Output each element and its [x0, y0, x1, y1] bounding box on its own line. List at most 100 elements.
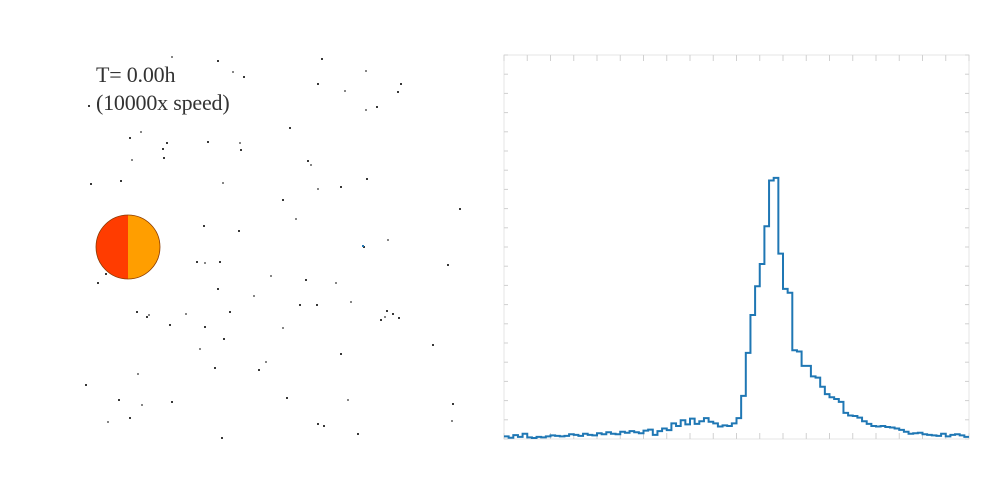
particle — [214, 367, 216, 369]
particle — [317, 83, 319, 85]
particle — [107, 421, 109, 423]
particle — [265, 361, 267, 363]
particle — [347, 399, 349, 401]
particle — [397, 91, 399, 93]
particle — [350, 301, 352, 303]
particle — [185, 313, 187, 315]
particle — [169, 324, 171, 326]
particle — [141, 404, 143, 406]
particle — [295, 218, 297, 220]
particle — [243, 76, 245, 78]
particle — [105, 273, 107, 275]
particle — [366, 178, 368, 180]
particle — [221, 437, 223, 439]
particle — [232, 71, 234, 73]
particle — [148, 314, 150, 316]
particle — [270, 275, 272, 277]
particle — [118, 399, 120, 401]
time-label: T= 0.00h — [96, 62, 176, 87]
particle — [238, 230, 240, 232]
particle — [120, 180, 122, 182]
particle — [452, 403, 454, 405]
particle — [321, 58, 323, 60]
particle — [305, 279, 307, 281]
particle — [289, 127, 291, 129]
particle — [239, 142, 241, 144]
star-outline — [95, 214, 161, 280]
particle — [136, 311, 138, 313]
particle — [386, 310, 388, 312]
particles-layer — [85, 56, 461, 439]
particle — [129, 137, 131, 139]
particle — [400, 83, 402, 85]
particle — [162, 148, 164, 150]
particle — [217, 60, 219, 62]
particle — [387, 239, 389, 241]
particle — [204, 262, 206, 264]
particle — [146, 316, 148, 318]
particle — [203, 225, 205, 227]
particle — [204, 326, 206, 328]
particle — [88, 105, 90, 107]
particle — [207, 141, 209, 143]
simulation-panel: T= 0.00h (10000x speed) — [85, 56, 461, 439]
particle — [222, 182, 224, 184]
particle — [199, 348, 201, 350]
particle — [129, 417, 131, 419]
histogram-chart — [503, 54, 970, 440]
histogram-panel — [500, 0, 1000, 500]
axis-ticks — [503, 54, 970, 440]
particle — [365, 70, 367, 72]
particle — [240, 149, 242, 151]
particle — [451, 420, 453, 422]
particle — [219, 261, 221, 263]
particle — [376, 106, 378, 108]
particle — [282, 199, 284, 201]
particle — [340, 353, 342, 355]
particle — [459, 208, 461, 210]
particle — [166, 142, 168, 144]
particle — [380, 319, 382, 321]
plot-area-frame — [503, 54, 970, 440]
particle — [384, 316, 386, 318]
particle — [310, 164, 312, 166]
particle — [171, 401, 173, 403]
particle — [299, 304, 301, 306]
particle — [317, 423, 319, 425]
star-right-half — [128, 215, 160, 279]
particle — [171, 56, 173, 58]
particle — [97, 282, 99, 284]
particle — [217, 288, 219, 290]
star-left-half — [96, 215, 128, 279]
particle — [131, 159, 133, 161]
particle — [335, 282, 337, 284]
particle — [282, 327, 284, 329]
particle — [140, 131, 142, 133]
particle — [357, 433, 359, 435]
speed-label: (10000x speed) — [96, 90, 230, 115]
particle — [307, 160, 309, 162]
particle — [85, 384, 87, 386]
particle — [362, 245, 364, 247]
particle — [163, 157, 165, 159]
particle — [196, 261, 198, 263]
particle — [398, 317, 400, 319]
particle — [447, 264, 449, 266]
simulation-view — [85, 56, 461, 439]
particle — [90, 183, 92, 185]
particle — [323, 425, 325, 427]
particle — [365, 109, 367, 111]
histogram-series-line — [504, 176, 969, 439]
particle — [223, 338, 225, 340]
particle — [137, 373, 139, 375]
particle — [258, 369, 260, 371]
particle — [432, 344, 434, 346]
particle — [316, 304, 318, 306]
particle — [340, 186, 342, 188]
particle — [344, 90, 346, 92]
particle — [317, 188, 319, 190]
particle — [229, 311, 231, 313]
particle — [286, 397, 288, 399]
star-icon — [95, 214, 161, 280]
